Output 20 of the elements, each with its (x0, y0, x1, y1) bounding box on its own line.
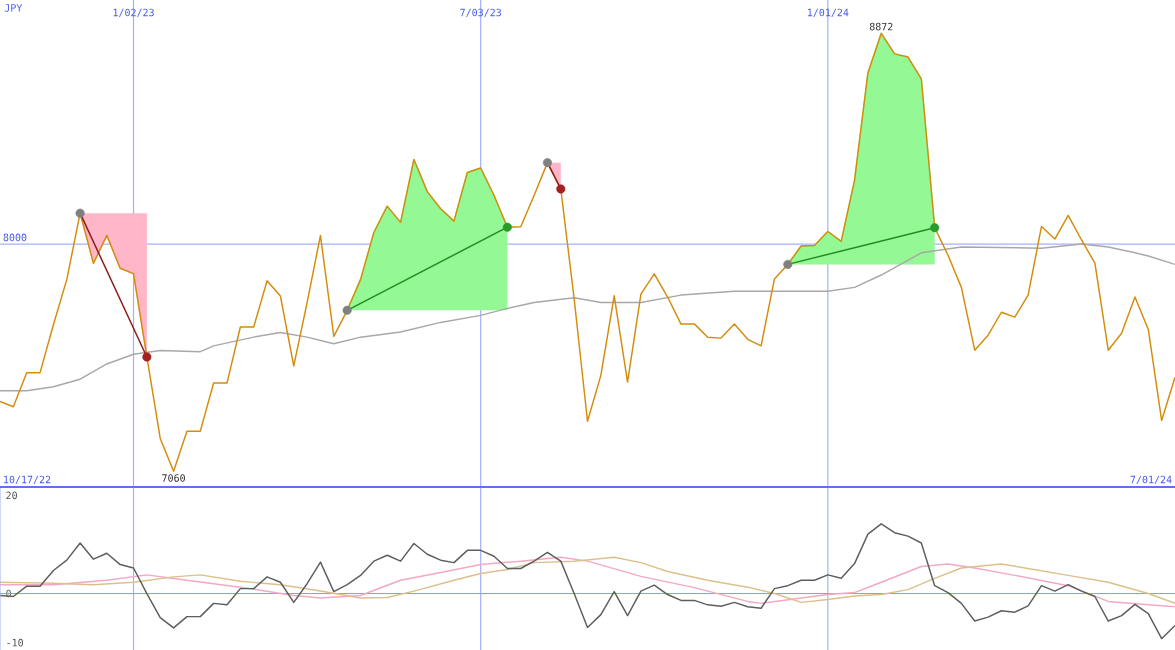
point (342, 305, 352, 315)
point (556, 184, 566, 194)
x-tick-label: 1/01/24 (807, 8, 849, 18)
point (930, 223, 940, 233)
data-label: 8872 (869, 22, 893, 31)
y-axis-title: JPY (4, 4, 23, 12)
x-tick-label: 1/02/23 (113, 8, 154, 18)
x-tick-label: 7/03/23 (460, 8, 502, 18)
line-series (0, 523, 1175, 640)
point (75, 208, 85, 218)
annotation: 10/17/22 (4, 475, 51, 485)
annotation: 7/01/24 (1130, 475, 1172, 485)
point (783, 259, 793, 269)
ref-line-label: 8000 (3, 233, 27, 242)
y-tick-label: -10 (7, 638, 24, 647)
point (142, 352, 152, 362)
point (502, 222, 512, 232)
y-tick-label: 20 (6, 491, 17, 500)
data-label: 7060 (162, 474, 185, 482)
point (542, 158, 552, 168)
